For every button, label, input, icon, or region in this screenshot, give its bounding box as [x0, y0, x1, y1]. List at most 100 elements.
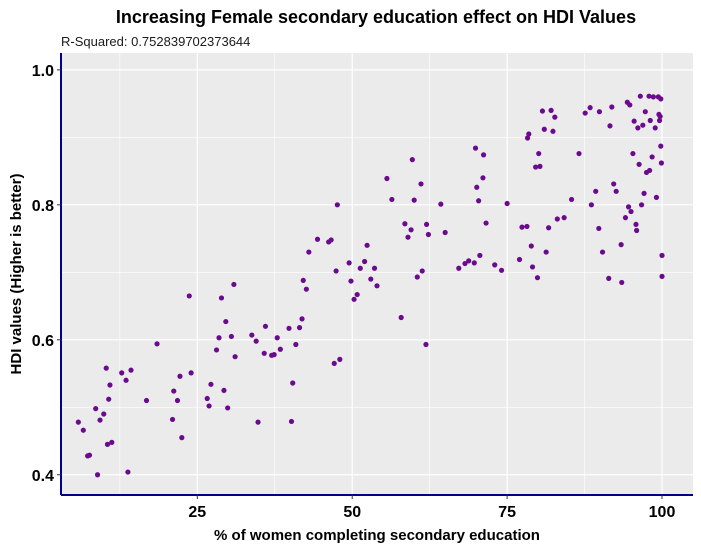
- data-point: [299, 316, 305, 322]
- data-point: [541, 126, 547, 132]
- data-point: [625, 204, 632, 210]
- data-point: [526, 131, 532, 137]
- data-point: [123, 377, 129, 383]
- data-point: [80, 427, 86, 433]
- data-point: [188, 370, 194, 376]
- data-point: [125, 469, 131, 475]
- data-point: [599, 249, 606, 255]
- data-point: [476, 198, 482, 204]
- x-tick-label: 100: [649, 504, 676, 521]
- data-point: [658, 143, 664, 149]
- data-point: [362, 258, 368, 265]
- data-point: [179, 435, 185, 441]
- data-point: [109, 439, 115, 445]
- data-point: [543, 249, 549, 255]
- data-point: [619, 279, 625, 286]
- data-point: [357, 265, 363, 271]
- data-point: [647, 167, 653, 174]
- data-point: [442, 229, 448, 236]
- data-point: [371, 265, 378, 271]
- data-point: [97, 417, 103, 423]
- data-point: [568, 196, 575, 203]
- data-point: [368, 276, 374, 282]
- data-point: [498, 267, 505, 273]
- data-point: [223, 318, 229, 325]
- data-point: [186, 293, 192, 299]
- x-tick-label: 50: [343, 504, 361, 521]
- data-point: [552, 114, 558, 120]
- data-point: [480, 175, 486, 181]
- data-point: [492, 262, 498, 268]
- data-point: [649, 154, 655, 160]
- data-point: [300, 277, 306, 284]
- data-point: [231, 281, 237, 288]
- data-point: [225, 405, 231, 411]
- data-point: [634, 227, 640, 234]
- data-point: [306, 249, 312, 255]
- data-point: [587, 105, 593, 111]
- data-point: [296, 325, 303, 331]
- data-point: [456, 265, 462, 271]
- data-point: [641, 190, 647, 196]
- data-point: [474, 184, 480, 190]
- data-point: [548, 107, 554, 113]
- data-point: [93, 406, 99, 412]
- data-point: [218, 295, 225, 301]
- data-point: [561, 215, 567, 221]
- data-point: [627, 102, 633, 108]
- data-point: [516, 256, 523, 263]
- data-point: [86, 452, 93, 458]
- data-points: [75, 93, 665, 478]
- data-point: [483, 220, 489, 226]
- data-point: [255, 419, 261, 425]
- data-point: [249, 332, 255, 338]
- data-point: [331, 360, 337, 367]
- y-tick-label: 0.4: [32, 468, 54, 485]
- data-point: [622, 215, 629, 221]
- data-point: [337, 356, 343, 362]
- data-point: [423, 221, 430, 228]
- data-point: [303, 286, 309, 292]
- data-point: [288, 418, 295, 425]
- data-point: [606, 275, 612, 281]
- data-point: [232, 354, 238, 360]
- data-point: [389, 196, 395, 203]
- data-point: [609, 104, 615, 110]
- data-point: [636, 161, 642, 167]
- plot-panel: [61, 53, 693, 495]
- data-point: [658, 96, 664, 102]
- data-point: [346, 260, 352, 266]
- y-tick-label: 1.0: [32, 63, 54, 80]
- data-point: [630, 150, 636, 157]
- data-point: [405, 234, 411, 240]
- data-point: [656, 111, 662, 118]
- data-point: [536, 150, 542, 157]
- data-point: [628, 208, 634, 215]
- data-point: [524, 135, 531, 141]
- data-point: [504, 200, 510, 207]
- data-point: [107, 382, 113, 388]
- data-point: [228, 333, 234, 340]
- data-point: [539, 108, 546, 114]
- data-point: [277, 346, 283, 352]
- data-point: [221, 387, 227, 394]
- data-point: [477, 252, 483, 259]
- data-point: [659, 252, 665, 259]
- y-tick-label: 0.8: [32, 198, 54, 215]
- data-point: [384, 175, 390, 182]
- gridlines: [61, 53, 693, 495]
- data-point: [419, 268, 425, 274]
- data-point: [374, 283, 380, 289]
- data-point: [206, 403, 212, 409]
- data-point: [261, 350, 267, 356]
- chart-title: Increasing Female secondary education ef…: [116, 7, 636, 27]
- data-point: [659, 273, 665, 279]
- data-point: [656, 117, 663, 124]
- data-point: [646, 93, 652, 99]
- data-point: [529, 264, 536, 270]
- data-point: [106, 396, 112, 402]
- data-point: [286, 325, 292, 331]
- data-point: [425, 231, 432, 238]
- data-point: [593, 188, 599, 194]
